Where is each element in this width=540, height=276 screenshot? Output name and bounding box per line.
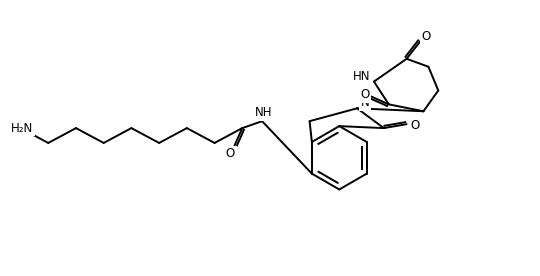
Text: NH: NH [255,106,273,119]
Text: H₂N: H₂N [11,122,33,135]
Text: O: O [422,30,431,43]
Text: O: O [226,147,235,160]
Text: HN: HN [353,70,371,83]
Text: N: N [361,96,369,109]
Text: O: O [360,88,370,101]
Text: O: O [410,119,419,132]
